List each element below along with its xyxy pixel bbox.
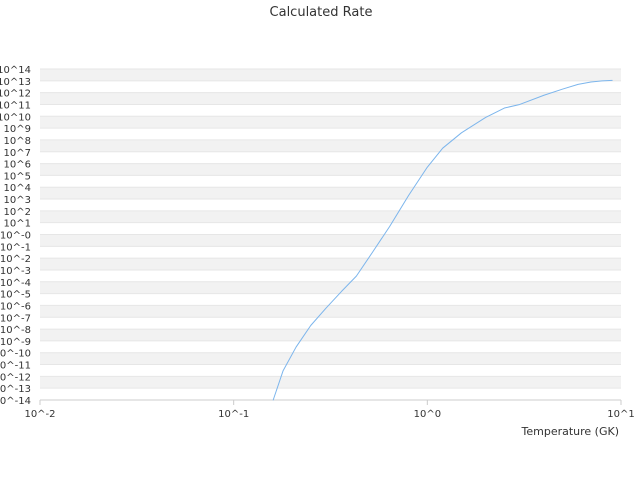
grid-band: [40, 222, 621, 235]
grid-band: [40, 258, 621, 270]
grid-band: [40, 199, 621, 211]
grid-band: [40, 128, 621, 140]
y-tick-label: 10^14: [0, 65, 31, 76]
grid-band: [40, 305, 621, 318]
y-tick-label: 10^-4: [0, 278, 31, 289]
y-tick-label: 10^12: [0, 89, 31, 100]
y-tick-label: 10^9: [4, 124, 31, 135]
grid-band: [40, 116, 621, 129]
grid-band: [40, 175, 621, 188]
grid-band: [40, 187, 621, 200]
grid-bands: [40, 68, 621, 401]
grid-band: [40, 317, 621, 330]
grid-band: [40, 376, 621, 389]
series-line: [272, 79, 613, 401]
grid-band: [40, 104, 621, 117]
y-tick-label: 10^-10: [0, 349, 31, 360]
grid-band: [40, 234, 621, 247]
x-axis-tick-labels: 10^-2 10^-1 10^0 10^1: [24, 400, 635, 420]
grid-band: [40, 352, 621, 365]
grid-band: [40, 281, 621, 294]
y-tick-label: 10^-2: [0, 254, 31, 265]
grid-band: [40, 340, 621, 353]
y-tick-label: 10^4: [4, 183, 31, 194]
y-tick-label: 10^10: [0, 112, 31, 123]
x-axis-label: Temperature (GK): [521, 425, 620, 438]
grid-band: [40, 293, 621, 306]
y-tick-label: 10^-11: [0, 361, 31, 372]
grid-band: [40, 364, 621, 377]
y-tick-label: 10^-7: [0, 313, 31, 324]
x-tick-label: 10^0: [414, 409, 441, 420]
y-tick-label: 10^8: [4, 136, 31, 147]
grid-band: [40, 246, 621, 259]
series-group: [272, 79, 613, 401]
y-tick-label: 10^-3: [0, 266, 31, 277]
grid-band: [40, 269, 621, 282]
y-tick-label: 10^5: [4, 171, 31, 182]
chart-title: Calculated Rate: [270, 5, 373, 20]
x-tick-label: 10^1: [607, 409, 634, 420]
y-tick-label: 10^-1: [0, 242, 31, 253]
y-tick-label: 10^7: [4, 148, 31, 159]
y-tick-label: 10^-0: [0, 231, 31, 242]
y-tick-label: 10^-12: [0, 372, 31, 383]
y-tick-label: 10^-13: [0, 384, 31, 395]
y-tick-label: 10^-5: [0, 290, 31, 301]
y-axis-tick-labels: 10^-1410^-1310^-1210^-1110^-1010^-910^-8…: [0, 65, 31, 407]
y-tick-label: 10^-6: [0, 301, 31, 312]
grid-band: [40, 92, 621, 105]
y-tick-label: 10^-14: [0, 396, 31, 407]
grid-band: [40, 163, 621, 176]
grid-band: [40, 210, 621, 223]
grid-band: [40, 139, 621, 152]
x-tick-label: 10^-1: [218, 409, 249, 420]
grid-band: [40, 151, 621, 164]
y-tick-label: 10^6: [4, 160, 31, 171]
y-tick-label: 10^1: [4, 219, 31, 230]
grid-band: [40, 69, 621, 81]
grid-band: [40, 388, 621, 400]
y-tick-label: 10^13: [0, 77, 31, 88]
grid-band: [40, 80, 621, 93]
x-tick-label: 10^-2: [24, 409, 55, 420]
grid-band: [40, 329, 621, 341]
y-tick-label: 10^-8: [0, 325, 31, 336]
y-tick-label: 10^2: [4, 207, 31, 218]
y-tick-label: 10^11: [0, 100, 31, 111]
y-tick-label: 10^3: [4, 195, 31, 206]
y-tick-label: 10^-9: [0, 337, 31, 348]
